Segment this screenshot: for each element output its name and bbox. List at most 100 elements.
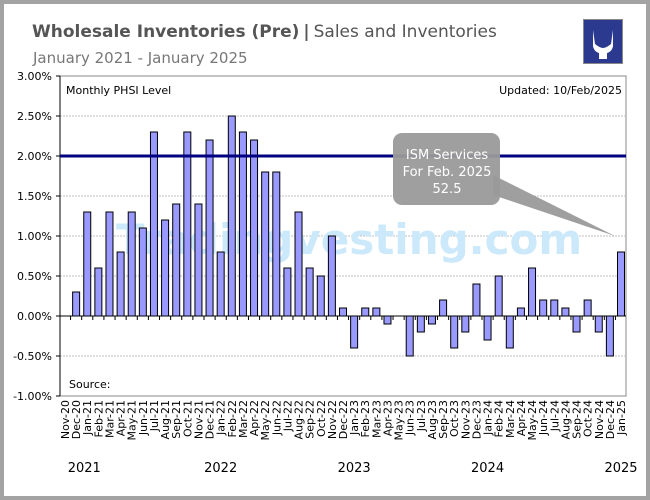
x-tick-label: Aug-24 [559, 400, 572, 439]
x-tick-label: Sep-24 [571, 400, 584, 439]
bar-Jul-21 [149, 131, 158, 317]
x-tick-label: Jan-21 [81, 400, 94, 436]
bar-Sep-24 [572, 315, 581, 333]
x-tick-label: Nov-22 [326, 400, 339, 439]
updated-label: Updated: 10/Feb/2025 [499, 84, 622, 97]
bar-Sep-22 [305, 267, 314, 317]
bar-Jul-23 [416, 315, 425, 333]
x-tick-label: Dec-21 [204, 400, 217, 439]
x-tick-label: Jan-24 [482, 400, 495, 436]
year-label: 2023 [338, 461, 371, 476]
title-category: Sales and Inventories [313, 22, 497, 42]
bar-Nov-22 [327, 235, 336, 317]
x-tick-label: Jan-22 [215, 400, 228, 436]
x-tick-label: Dec-23 [470, 400, 483, 439]
callout-line1: ISM Services [406, 148, 488, 163]
bar-Apr-22 [250, 139, 259, 317]
x-tick-label: Jan-23 [348, 400, 361, 436]
x-tick-label: Oct-24 [582, 400, 595, 437]
x-tick-label: Jun-21 [137, 400, 150, 436]
x-tick-label: Nov-20 [59, 400, 72, 439]
bar-May-21 [127, 211, 136, 317]
x-tick-label: Sep-22 [304, 400, 317, 439]
bar-Dec-24 [605, 315, 614, 357]
x-tick-label: Dec-22 [337, 400, 350, 439]
bar-Jan-25 [617, 251, 625, 317]
x-tick-label: Feb-23 [359, 400, 372, 437]
x-tick-label: Oct-21 [181, 400, 194, 437]
y-tick-label: 3.00% [17, 70, 52, 83]
x-tick-label: May-22 [259, 400, 272, 441]
y-tick-label: 1.50% [17, 190, 52, 203]
bar-Jul-22 [283, 267, 292, 317]
x-tick-label: Jul-24 [548, 400, 561, 432]
bar-Mar-21 [105, 211, 114, 317]
bar-chart: 3.00% 2.50% 2.00% 1.50% 1.00% 0.50% 0.00% -0.50… [13, 70, 637, 476]
bar-Jan-23 [350, 315, 359, 349]
x-tick-label: Dec-24 [604, 400, 617, 439]
x-tick-label: Nov-21 [192, 400, 205, 439]
year-label: 2021 [68, 461, 101, 476]
bar-May-22 [261, 171, 270, 317]
y-tick-label: -1.00% [13, 390, 52, 403]
x-tick-label: May-21 [126, 400, 139, 441]
callout-box [393, 133, 500, 205]
bar-Jun-23 [405, 315, 414, 357]
year-label: 2022 [204, 461, 237, 476]
x-tick-label: Oct-23 [448, 400, 461, 437]
x-tick-label: Nov-24 [593, 400, 606, 439]
chart-title: Wholesale Inventories (Pre) | Sales and In… [32, 22, 497, 42]
x-tick-label: Apr-22 [248, 400, 261, 436]
x-tick-label: Sep-21 [170, 400, 183, 439]
source-label: Source: [69, 378, 111, 391]
callout-pointer [493, 175, 615, 236]
x-tick-label: Jan-25 [615, 400, 628, 436]
bar-Jan-21 [83, 211, 92, 317]
bar-Apr-23 [383, 315, 392, 325]
title-main: Wholesale Inventories (Pre) [32, 22, 300, 42]
bar-Oct-24 [583, 299, 592, 317]
y-tick-label: -0.50% [13, 350, 52, 363]
bull-logo-icon [583, 19, 623, 64]
x-tick-label: Feb-22 [226, 400, 239, 437]
x-tick-label: Aug-22 [293, 400, 306, 439]
bar-Nov-24 [594, 315, 603, 333]
x-tick-label: Oct-22 [315, 400, 328, 437]
x-tick-label: Jul-21 [148, 400, 161, 432]
x-tick-label: Feb-21 [92, 400, 105, 437]
x-tick-label: Apr-24 [515, 400, 528, 436]
bar-May-24 [528, 267, 537, 317]
x-tick-label: Feb-24 [493, 400, 506, 437]
bar-Apr-24 [516, 307, 525, 317]
x-tick-label: Apr-21 [115, 400, 128, 436]
x-tick-label: Jul-23 [415, 400, 428, 432]
bar-Oct-23 [450, 315, 459, 349]
bar-Nov-23 [461, 315, 470, 333]
year-label: 2024 [471, 461, 504, 476]
x-tick-label: May-23 [393, 400, 406, 441]
bar-Sep-21 [172, 203, 181, 317]
x-tick-label: Jun-22 [270, 400, 283, 436]
bar-Dec-22 [339, 307, 347, 317]
x-tick-label: Mar-24 [504, 400, 517, 438]
y-tick-label: 2.50% [17, 110, 52, 123]
bar-Feb-22 [227, 115, 236, 317]
callout-line2: For Feb. 2025 [403, 165, 492, 180]
x-tick-label: Nov-23 [459, 400, 472, 439]
bar-Aug-22 [294, 211, 303, 317]
bar-Sep-23 [439, 299, 448, 317]
x-tick-label: Aug-21 [159, 400, 172, 439]
bar-Apr-21 [116, 251, 125, 317]
x-tick-label: Mar-22 [237, 400, 250, 438]
bar-Aug-23 [427, 315, 436, 325]
date-range-subtitle: January 2021 - January 2025 [33, 49, 248, 67]
title-separator: | [303, 22, 310, 42]
x-tick-label: Mar-21 [103, 400, 116, 438]
x-tick-label: Mar-23 [370, 400, 383, 438]
bar-Feb-21 [94, 267, 103, 317]
bar-Dec-23 [472, 283, 481, 317]
bar-Nov-21 [194, 203, 203, 317]
bar-Mar-22 [238, 131, 247, 317]
x-tick-label: Aug-23 [426, 400, 439, 439]
